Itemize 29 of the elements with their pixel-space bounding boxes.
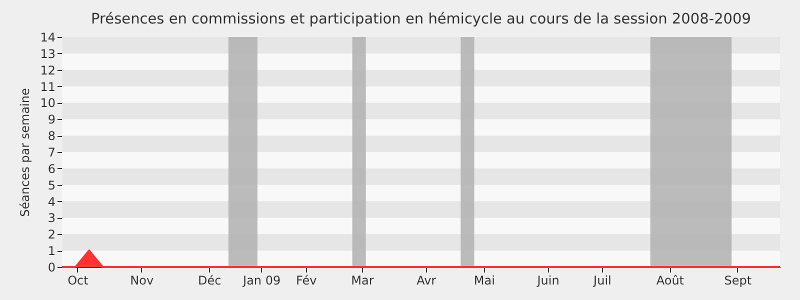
y-tick-label: 12 xyxy=(40,63,56,78)
y-tick-label: 11 xyxy=(40,80,56,94)
y-axis-title: Séances par semaine xyxy=(18,88,32,217)
y-tick-label: 5 xyxy=(48,178,56,192)
y-tick-label: 7 xyxy=(48,146,56,160)
x-tick-label: Mar xyxy=(351,274,374,288)
x-tick-label: Jan 09 xyxy=(242,274,281,288)
y-tick-label: 1 xyxy=(48,244,56,258)
y-tick-label: 0 xyxy=(48,260,56,274)
y-tick-label: 10 xyxy=(40,96,56,110)
y-tick-label: 9 xyxy=(48,112,56,127)
chart-title: Présences en commissions et participation en hémicycle au cours de la session 2008-2009 xyxy=(91,12,751,28)
y-tick-label: 2 xyxy=(48,228,56,242)
x-tick-label: Déc xyxy=(198,274,222,288)
x-tick-label: Mai xyxy=(474,274,495,288)
y-tick-label: 8 xyxy=(48,129,56,144)
y-tick-label: 6 xyxy=(48,162,56,176)
x-tick-label: Fév xyxy=(296,274,317,288)
x-tick-label: Sept xyxy=(724,274,752,288)
x-tick-label: Nov xyxy=(130,274,154,288)
y-tick-label: 13 xyxy=(40,46,56,61)
y-tick-label: 3 xyxy=(48,211,56,226)
x-tick-label: Août xyxy=(656,274,684,288)
x-tick-label: Oct xyxy=(68,274,89,288)
y-tick-label: 4 xyxy=(48,194,56,209)
x-tick-label: Juin xyxy=(536,274,560,288)
x-tick-label: Juil xyxy=(592,274,612,288)
x-tick-label: Avr xyxy=(416,274,436,288)
y-tick-label: 14 xyxy=(40,30,56,44)
